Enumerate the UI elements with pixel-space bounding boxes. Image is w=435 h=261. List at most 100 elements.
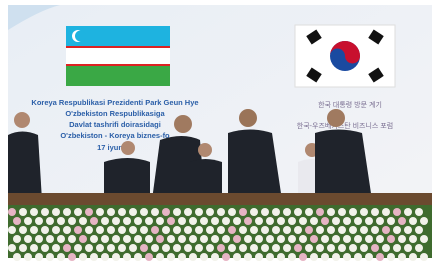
- flower: [222, 217, 230, 225]
- flower: [228, 208, 236, 216]
- flower: [162, 244, 170, 252]
- flower: [134, 217, 142, 225]
- flower: [261, 226, 269, 234]
- flower: [206, 226, 214, 234]
- flower: [338, 226, 346, 234]
- flower: [365, 235, 373, 243]
- flower: [184, 244, 192, 252]
- flower: [299, 253, 307, 261]
- flower: [321, 217, 329, 225]
- flower: [46, 235, 54, 243]
- flower: [217, 244, 225, 252]
- flower: [387, 235, 395, 243]
- flower: [393, 244, 401, 252]
- flower: [140, 208, 148, 216]
- flower: [255, 217, 263, 225]
- flower: [415, 208, 423, 216]
- flower: [310, 217, 318, 225]
- flower: [261, 244, 269, 252]
- flower: [321, 253, 329, 261]
- flower: [239, 244, 247, 252]
- flower: [316, 244, 324, 252]
- flower: [222, 253, 230, 261]
- flower: [101, 217, 109, 225]
- flower: [96, 244, 104, 252]
- flower: [404, 208, 412, 216]
- flower: [19, 208, 27, 216]
- flower: [145, 235, 153, 243]
- flower: [415, 226, 423, 234]
- flower: [217, 208, 225, 216]
- flower: [272, 244, 280, 252]
- flower: [211, 217, 219, 225]
- flower: [8, 244, 16, 252]
- flower: [360, 226, 368, 234]
- flower: [299, 217, 307, 225]
- flower: [162, 226, 170, 234]
- flower: [184, 208, 192, 216]
- flower: [365, 253, 373, 261]
- flower: [57, 253, 65, 261]
- flower: [178, 217, 186, 225]
- flower: [85, 208, 93, 216]
- flower: [338, 208, 346, 216]
- flower: [35, 253, 43, 261]
- flower: [200, 217, 208, 225]
- flower: [24, 217, 32, 225]
- flower: [332, 235, 340, 243]
- flower: [250, 244, 258, 252]
- flower: [107, 208, 115, 216]
- flower: [332, 253, 340, 261]
- flower: [173, 226, 181, 234]
- flower: [371, 244, 379, 252]
- flower: [41, 208, 49, 216]
- flower: [195, 226, 203, 234]
- flower: [332, 217, 340, 225]
- flower: [327, 208, 335, 216]
- flower: [349, 208, 357, 216]
- flower: [387, 217, 395, 225]
- flower: [382, 244, 390, 252]
- flower: [349, 226, 357, 234]
- table: [8, 193, 432, 207]
- flower: [74, 226, 82, 234]
- flower: [184, 226, 192, 234]
- flower: [272, 226, 280, 234]
- flower: [409, 253, 417, 261]
- flower: [371, 226, 379, 234]
- flower: [162, 208, 170, 216]
- flower: [420, 253, 428, 261]
- flower: [57, 217, 65, 225]
- flower: [145, 253, 153, 261]
- flower: [167, 217, 175, 225]
- flower: [24, 235, 32, 243]
- flower: [19, 244, 27, 252]
- flower: [382, 208, 390, 216]
- flower: [41, 226, 49, 234]
- uzbek-flag: [66, 26, 170, 86]
- flower: [123, 217, 131, 225]
- flower: [283, 244, 291, 252]
- page: Koreya Respublikasi Prezidenti Park Geun…: [0, 0, 435, 261]
- flower: [123, 235, 131, 243]
- flower: [35, 217, 43, 225]
- flower: [68, 217, 76, 225]
- flower: [420, 235, 428, 243]
- flower: [266, 217, 274, 225]
- flower: [140, 226, 148, 234]
- flower: [343, 253, 351, 261]
- flower: [123, 253, 131, 261]
- flower: [305, 244, 313, 252]
- flower: [112, 235, 120, 243]
- flower: [134, 235, 142, 243]
- flower: [393, 226, 401, 234]
- flower: [255, 253, 263, 261]
- flower: [101, 235, 109, 243]
- flower: [178, 253, 186, 261]
- flower: [30, 226, 38, 234]
- flower: [151, 208, 159, 216]
- flower: [63, 226, 71, 234]
- flower: [195, 208, 203, 216]
- flower: [266, 253, 274, 261]
- flower: [52, 208, 60, 216]
